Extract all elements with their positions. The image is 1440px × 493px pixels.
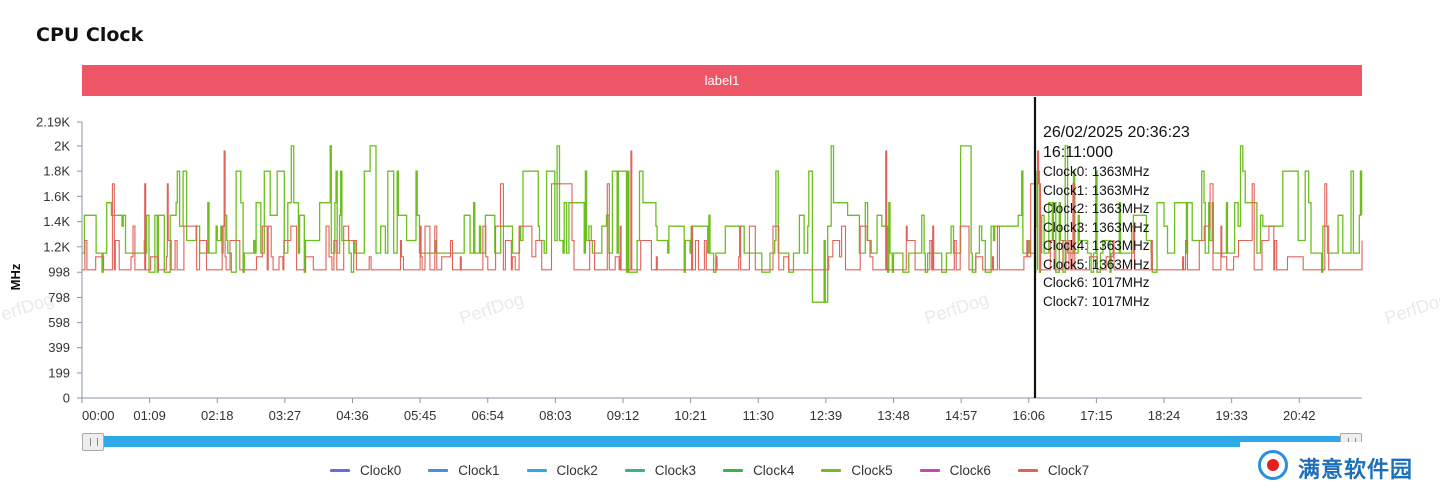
legend-swatch-icon bbox=[526, 468, 547, 472]
x-tick-label: 13:48 bbox=[877, 408, 910, 423]
x-tick-label: 05:45 bbox=[404, 408, 437, 423]
x-tick-label: 10:21 bbox=[674, 408, 707, 423]
tooltip-row-clock4: Clock4: 1363MHz bbox=[1043, 238, 1150, 253]
time-range-slider[interactable] bbox=[82, 433, 1362, 451]
legend-item-clock1[interactable]: Clock1 bbox=[428, 460, 500, 480]
x-tick-label: 04:36 bbox=[336, 408, 369, 423]
slider-left-handle[interactable] bbox=[82, 433, 104, 451]
x-tick-label: 14:57 bbox=[945, 408, 978, 423]
x-tick-label: 20:42 bbox=[1283, 408, 1316, 423]
tooltip-row-clock6: Clock6: 1017MHz bbox=[1043, 275, 1150, 290]
y-tick-label: 998 bbox=[48, 265, 70, 280]
tooltip-row-clock7: Clock7: 1017MHz bbox=[1043, 293, 1150, 309]
tooltip-row-clock5: Clock5: 1363MHz bbox=[1043, 256, 1150, 272]
slider-range-fill[interactable] bbox=[92, 436, 1352, 447]
x-tick-label: 11:30 bbox=[742, 408, 774, 423]
series-line-clock7 bbox=[82, 150, 1363, 271]
series-line-clock5 bbox=[82, 145, 1363, 303]
x-tick-label: 01:09 bbox=[133, 408, 166, 423]
x-tick-label: 02:18 bbox=[201, 408, 234, 423]
legend-label: Clock4 bbox=[753, 462, 795, 478]
legend-label: Clock6 bbox=[949, 462, 991, 478]
chart-legend: Clock0 Clock1 Clock2 Clock3 Clock4 Clock5 Cloc… bbox=[330, 460, 1116, 480]
x-tick-label: 19:33 bbox=[1215, 408, 1248, 423]
legend-swatch-icon bbox=[624, 468, 645, 472]
legend-swatch-icon bbox=[919, 468, 940, 472]
y-tick-label: 1.8K bbox=[43, 164, 70, 179]
legend-swatch-icon bbox=[723, 468, 744, 472]
watermark-text: PerfDog bbox=[1382, 289, 1440, 328]
legend-item-clock0[interactable]: Clock0 bbox=[330, 460, 401, 480]
legend-label: Clock7 bbox=[1047, 462, 1090, 478]
label-bar[interactable]: label1 bbox=[82, 65, 1362, 96]
watermark-text: PerfDog bbox=[922, 289, 991, 328]
x-tick-label: 03:27 bbox=[269, 408, 302, 423]
x-tick-label: 17:15 bbox=[1080, 408, 1113, 423]
legend-item-clock6[interactable]: Clock6 bbox=[919, 460, 991, 480]
y-tick-label: 1.6K bbox=[43, 189, 70, 204]
legend-item-clock5[interactable]: Clock5 bbox=[821, 460, 893, 480]
y-axis-label: MHz bbox=[8, 263, 23, 290]
y-tick-label: 1.4K bbox=[43, 214, 70, 229]
y-tick-label: 1.2K bbox=[43, 239, 70, 254]
legend-swatch-icon bbox=[428, 468, 449, 472]
x-tick-label: 18:24 bbox=[1148, 408, 1181, 423]
y-tick-label: 2K bbox=[54, 138, 70, 153]
cursor-tooltip: 26/02/2025 20:36:23 16:11:000 Clock0: 13… bbox=[1043, 123, 1190, 311]
y-tick-label: 798 bbox=[48, 290, 70, 305]
logo-mark-icon bbox=[1258, 450, 1288, 480]
legend-swatch-icon bbox=[1017, 468, 1038, 472]
y-tick-label: 399 bbox=[48, 340, 70, 355]
x-tick-label: 08:03 bbox=[539, 408, 572, 423]
watermark-text: PerfDog bbox=[457, 289, 526, 328]
y-tick-label: 199 bbox=[48, 365, 70, 380]
x-tick-label: 12:39 bbox=[810, 408, 843, 423]
legend-swatch-icon bbox=[330, 468, 350, 472]
tooltip-time: 16:11:000 bbox=[1043, 144, 1113, 161]
site-logo: 满意软件园 bbox=[1240, 442, 1440, 493]
tooltip-row-clock3: Clock3: 1363MHz bbox=[1043, 219, 1150, 235]
x-tick-label: 00:00 bbox=[82, 408, 115, 423]
tooltip-date: 26/02/2025 20:36:23 bbox=[1043, 124, 1190, 141]
x-tick-label: 06:54 bbox=[471, 408, 504, 423]
x-tick-label: 09:12 bbox=[607, 408, 640, 423]
legend-item-clock2[interactable]: Clock2 bbox=[526, 460, 598, 480]
legend-item-clock4[interactable]: Clock4 bbox=[723, 460, 794, 480]
y-tick-label: 2.19K bbox=[36, 115, 70, 130]
legend-item-clock3[interactable]: Clock3 bbox=[624, 460, 697, 480]
x-tick-label: 16:06 bbox=[1012, 408, 1045, 423]
legend-label: Clock3 bbox=[654, 462, 697, 478]
legend-swatch-icon bbox=[821, 468, 842, 472]
legend-label: Clock1 bbox=[458, 462, 500, 478]
tooltip-row-clock1: Clock1: 1363MHz bbox=[1043, 182, 1150, 198]
y-tick-label: 598 bbox=[48, 315, 70, 330]
legend-label: Clock0 bbox=[360, 462, 402, 478]
logo-text: 满意软件园 bbox=[1298, 458, 1414, 483]
legend-item-clock7[interactable]: Clock7 bbox=[1017, 460, 1090, 480]
tooltip-row-clock0: Clock0: 1363MHz bbox=[1043, 164, 1150, 179]
tooltip-row-clock2: Clock2: 1363MHz bbox=[1043, 201, 1150, 216]
legend-label: Clock5 bbox=[851, 462, 893, 478]
legend-label: Clock2 bbox=[556, 462, 598, 478]
y-tick-label: 0 bbox=[63, 391, 70, 406]
chart-title: CPU Clock bbox=[36, 24, 144, 46]
